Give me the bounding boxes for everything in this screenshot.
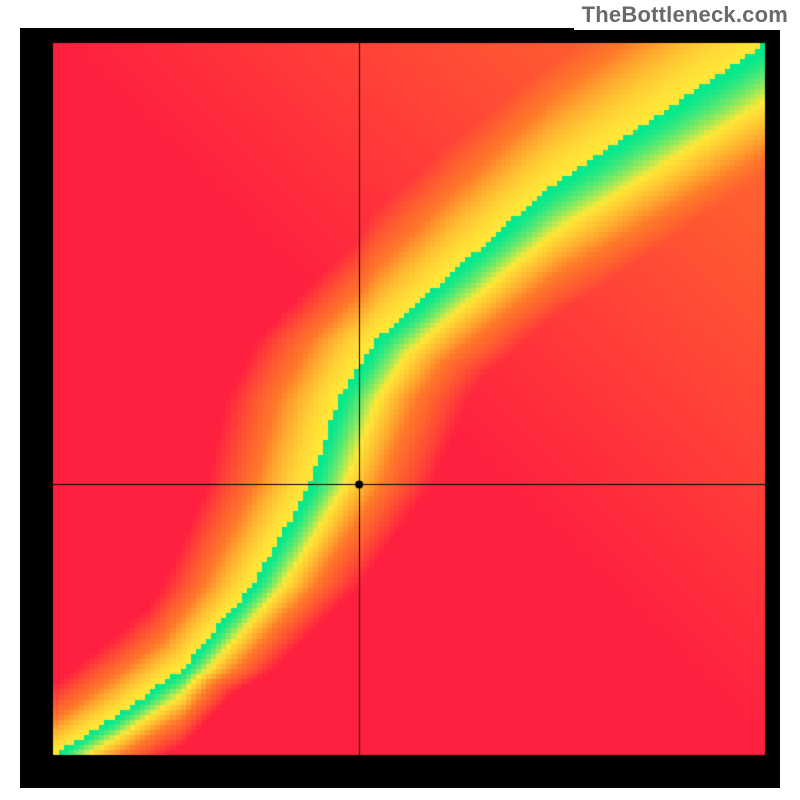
- watermark-text: TheBottleneck.com: [574, 0, 788, 30]
- heatmap-canvas: [20, 28, 780, 788]
- chart-wrapper: TheBottleneck.com: [0, 0, 800, 800]
- chart-frame: [20, 28, 780, 788]
